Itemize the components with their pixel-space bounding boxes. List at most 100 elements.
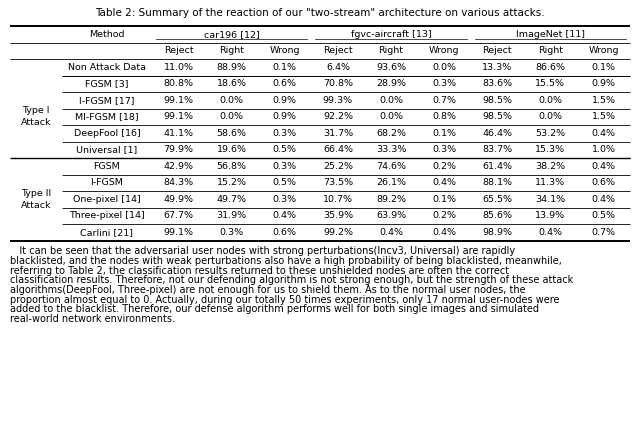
Text: 11.0%: 11.0% xyxy=(164,63,193,72)
Text: 0.9%: 0.9% xyxy=(591,79,616,88)
Text: 0.6%: 0.6% xyxy=(273,228,297,237)
Text: added to the blacklist. Therefore, our defense algorithm performs well for both : added to the blacklist. Therefore, our d… xyxy=(10,304,539,314)
Text: 41.1%: 41.1% xyxy=(164,129,193,138)
Text: 85.6%: 85.6% xyxy=(482,211,512,220)
Text: Right: Right xyxy=(378,46,403,55)
Text: ImageNet [11]: ImageNet [11] xyxy=(516,30,585,39)
Text: 0.0%: 0.0% xyxy=(379,112,403,121)
Text: 0.0%: 0.0% xyxy=(538,112,563,121)
Text: 26.1%: 26.1% xyxy=(376,178,406,187)
Text: 83.7%: 83.7% xyxy=(482,145,512,154)
Text: 34.1%: 34.1% xyxy=(535,195,565,204)
Text: 83.6%: 83.6% xyxy=(482,79,512,88)
Text: 31.7%: 31.7% xyxy=(323,129,353,138)
Text: 0.5%: 0.5% xyxy=(591,211,616,220)
Text: 0.0%: 0.0% xyxy=(538,96,563,105)
Text: Reject: Reject xyxy=(323,46,353,55)
Text: 68.2%: 68.2% xyxy=(376,129,406,138)
Text: MI-FGSM [18]: MI-FGSM [18] xyxy=(75,112,139,121)
Text: 0.8%: 0.8% xyxy=(432,112,456,121)
Text: I-FGSM [17]: I-FGSM [17] xyxy=(79,96,135,105)
Text: 66.4%: 66.4% xyxy=(323,145,353,154)
Text: 74.6%: 74.6% xyxy=(376,162,406,171)
Text: 13.9%: 13.9% xyxy=(535,211,565,220)
Text: 98.9%: 98.9% xyxy=(482,228,512,237)
Text: FGSM: FGSM xyxy=(93,162,120,171)
Text: 28.9%: 28.9% xyxy=(376,79,406,88)
Text: 18.6%: 18.6% xyxy=(217,79,246,88)
Text: 1.5%: 1.5% xyxy=(591,96,616,105)
Text: 84.3%: 84.3% xyxy=(163,178,194,187)
Text: 0.4%: 0.4% xyxy=(432,178,456,187)
Text: 19.6%: 19.6% xyxy=(217,145,246,154)
Text: 56.8%: 56.8% xyxy=(217,162,246,171)
Text: 49.7%: 49.7% xyxy=(217,195,246,204)
Text: 93.6%: 93.6% xyxy=(376,63,406,72)
Text: 35.9%: 35.9% xyxy=(323,211,353,220)
Text: 0.6%: 0.6% xyxy=(591,178,616,187)
Text: Reject: Reject xyxy=(164,46,193,55)
Text: 6.4%: 6.4% xyxy=(326,63,350,72)
Text: 0.3%: 0.3% xyxy=(273,129,297,138)
Text: Right: Right xyxy=(219,46,244,55)
Text: Type II
Attack: Type II Attack xyxy=(20,189,51,210)
Text: 0.9%: 0.9% xyxy=(273,96,297,105)
Text: 80.8%: 80.8% xyxy=(164,79,193,88)
Text: 61.4%: 61.4% xyxy=(482,162,512,171)
Text: 42.9%: 42.9% xyxy=(164,162,193,171)
Text: 0.1%: 0.1% xyxy=(273,63,297,72)
Text: Reject: Reject xyxy=(483,46,512,55)
Text: 0.0%: 0.0% xyxy=(379,96,403,105)
Text: car196 [12]: car196 [12] xyxy=(204,30,260,39)
Text: 53.2%: 53.2% xyxy=(535,129,565,138)
Text: 0.9%: 0.9% xyxy=(273,112,297,121)
Text: 15.5%: 15.5% xyxy=(535,79,565,88)
Text: DeepFool [16]: DeepFool [16] xyxy=(74,129,140,138)
Text: algorithms(DeepFool, Three-pixel) are not enough for us to shield them. As to th: algorithms(DeepFool, Three-pixel) are no… xyxy=(10,285,525,295)
Text: Right: Right xyxy=(538,46,563,55)
Text: Wrong: Wrong xyxy=(429,46,460,55)
Text: It can be seen that the adversarial user nodes with strong perturbations(Incv3, : It can be seen that the adversarial user… xyxy=(10,246,515,257)
Text: fgvc-aircraft [13]: fgvc-aircraft [13] xyxy=(351,30,431,39)
Text: 99.3%: 99.3% xyxy=(323,96,353,105)
Text: Three-pixel [14]: Three-pixel [14] xyxy=(69,211,145,220)
Text: 0.4%: 0.4% xyxy=(273,211,297,220)
Text: Wrong: Wrong xyxy=(269,46,300,55)
Text: 0.2%: 0.2% xyxy=(432,211,456,220)
Text: 15.2%: 15.2% xyxy=(217,178,246,187)
Text: 0.1%: 0.1% xyxy=(591,63,616,72)
Text: 0.4%: 0.4% xyxy=(591,162,616,171)
Text: 0.0%: 0.0% xyxy=(432,63,456,72)
Text: proportion almost equal to 0. Actually, during our totally 50 times experiments,: proportion almost equal to 0. Actually, … xyxy=(10,295,559,305)
Text: 0.3%: 0.3% xyxy=(273,162,297,171)
Text: 73.5%: 73.5% xyxy=(323,178,353,187)
Text: 0.3%: 0.3% xyxy=(220,228,244,237)
Text: 0.4%: 0.4% xyxy=(591,195,616,204)
Text: Non Attack Data: Non Attack Data xyxy=(68,63,146,72)
Text: 98.5%: 98.5% xyxy=(482,112,512,121)
Text: 98.5%: 98.5% xyxy=(482,96,512,105)
Text: 0.1%: 0.1% xyxy=(432,195,456,204)
Text: 25.2%: 25.2% xyxy=(323,162,353,171)
Text: 88.9%: 88.9% xyxy=(217,63,246,72)
Text: 10.7%: 10.7% xyxy=(323,195,353,204)
Text: 0.2%: 0.2% xyxy=(432,162,456,171)
Text: 0.5%: 0.5% xyxy=(273,178,297,187)
Text: blacklisted, and the nodes with weak perturbations also have a high probability : blacklisted, and the nodes with weak per… xyxy=(10,256,562,266)
Text: 88.1%: 88.1% xyxy=(482,178,512,187)
Text: Table 2: Summary of the reaction of our "two-stream" architecture on various att: Table 2: Summary of the reaction of our … xyxy=(95,8,545,18)
Text: 0.1%: 0.1% xyxy=(432,129,456,138)
Text: 0.4%: 0.4% xyxy=(591,129,616,138)
Text: referring to Table 2, the classification results returned to these unshielded no: referring to Table 2, the classification… xyxy=(10,266,509,276)
Text: Carlini [21]: Carlini [21] xyxy=(81,228,134,237)
Text: 46.4%: 46.4% xyxy=(482,129,512,138)
Text: 11.3%: 11.3% xyxy=(535,178,565,187)
Text: 0.3%: 0.3% xyxy=(432,79,456,88)
Text: 0.0%: 0.0% xyxy=(220,96,244,105)
Text: Method: Method xyxy=(89,30,125,39)
Text: 1.0%: 1.0% xyxy=(591,145,616,154)
Text: real-world network environments.: real-world network environments. xyxy=(10,314,175,324)
Text: 49.9%: 49.9% xyxy=(164,195,193,204)
Text: 70.8%: 70.8% xyxy=(323,79,353,88)
Text: 15.3%: 15.3% xyxy=(535,145,565,154)
